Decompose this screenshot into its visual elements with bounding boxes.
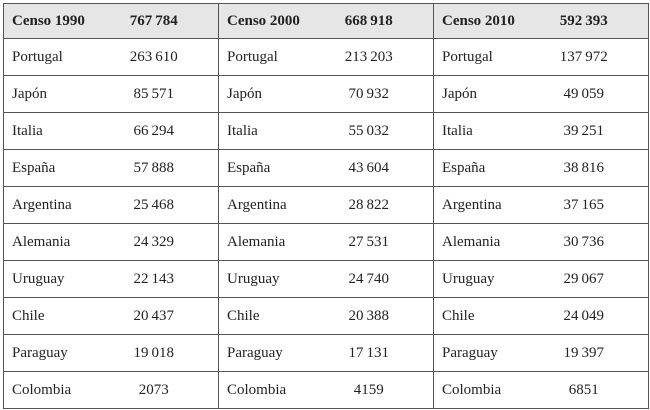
population: 19 397 — [545, 334, 649, 372]
population: 30 736 — [545, 223, 649, 261]
population: 70 932 — [330, 75, 434, 113]
census-title: Censo 2010 — [433, 3, 546, 39]
population: 29 067 — [545, 260, 649, 298]
country: Paraguay — [218, 334, 331, 372]
population: 27 531 — [330, 223, 434, 261]
data-row: Chile 20 437 Chile 20 388 Chile 24 049 — [3, 297, 649, 335]
population: 4159 — [330, 371, 434, 409]
population: 17 131 — [330, 334, 434, 372]
country: Colombia — [433, 371, 546, 409]
country: Uruguay — [3, 260, 116, 298]
population: 43 604 — [330, 149, 434, 187]
population: 37 165 — [545, 186, 649, 224]
country: Japón — [433, 75, 546, 113]
population: 20 437 — [115, 297, 219, 335]
country: Colombia — [218, 371, 331, 409]
population: 24 329 — [115, 223, 219, 261]
data-row: Paraguay 19 018 Paraguay 17 131 Paraguay 19 3… — [3, 334, 649, 372]
population: 263 610 — [115, 38, 219, 76]
country: Argentina — [433, 186, 546, 224]
country: Chile — [433, 297, 546, 335]
country: España — [218, 149, 331, 187]
population: 24 740 — [330, 260, 434, 298]
data-row: Colombia 2073 Colombia 4159 Colombia 6851 — [3, 371, 649, 409]
population: 6851 — [545, 371, 649, 409]
country: Alemania — [218, 223, 331, 261]
population: 38 816 — [545, 149, 649, 187]
census-total: 767 784 — [115, 3, 219, 39]
population: 19 018 — [115, 334, 219, 372]
data-row: Portugal 263 610 Portugal 213 203 Portugal 13… — [3, 38, 649, 76]
data-row: Alemania 24 329 Alemania 27 531 Alemania 30 7… — [3, 223, 649, 261]
data-row: Italia 66 294 Italia 55 032 Italia 39 251 — [3, 112, 649, 150]
country: Japón — [218, 75, 331, 113]
population: 49 059 — [545, 75, 649, 113]
population: 66 294 — [115, 112, 219, 150]
country: Chile — [218, 297, 331, 335]
country: Chile — [3, 297, 116, 335]
country: Italia — [3, 112, 116, 150]
population: 55 032 — [330, 112, 434, 150]
population: 85 571 — [115, 75, 219, 113]
table-body: Censo 1990 767 784 Censo 2000 668 918 Censo … — [3, 3, 649, 409]
country: Portugal — [433, 38, 546, 76]
census-title: Censo 1990 — [3, 3, 116, 39]
country: Japón — [3, 75, 116, 113]
country: Italia — [218, 112, 331, 150]
country: España — [433, 149, 546, 187]
country: Portugal — [3, 38, 116, 76]
data-row: Argentina 25 468 Argentina 28 822 Argentina 3… — [3, 186, 649, 224]
country: España — [3, 149, 116, 187]
census-total: 592 393 — [545, 3, 649, 39]
country: Portugal — [218, 38, 331, 76]
census-total: 668 918 — [330, 3, 434, 39]
country: Uruguay — [433, 260, 546, 298]
census-title: Censo 2000 — [218, 3, 331, 39]
population: 137 972 — [545, 38, 649, 76]
population: 28 822 — [330, 186, 434, 224]
data-row: Uruguay 22 143 Uruguay 24 740 Uruguay 29 067 — [3, 260, 649, 298]
country: Argentina — [218, 186, 331, 224]
country: Italia — [433, 112, 546, 150]
data-row: España 57 888 España 43 604 España 38 816 — [3, 149, 649, 187]
population: 25 468 — [115, 186, 219, 224]
country: Argentina — [3, 186, 116, 224]
population: 20 388 — [330, 297, 434, 335]
country: Colombia — [3, 371, 116, 409]
data-row: Japón 85 571 Japón 70 932 Japón 49 059 — [3, 75, 649, 113]
country: Alemania — [433, 223, 546, 261]
country: Alemania — [3, 223, 116, 261]
population: 213 203 — [330, 38, 434, 76]
country: Paraguay — [3, 334, 116, 372]
population: 57 888 — [115, 149, 219, 187]
header-row: Censo 1990 767 784 Censo 2000 668 918 Censo … — [3, 3, 649, 39]
census-table: Censo 1990 767 784 Censo 2000 668 918 Censo … — [3, 3, 649, 409]
population: 39 251 — [545, 112, 649, 150]
country: Uruguay — [218, 260, 331, 298]
population: 2073 — [115, 371, 219, 409]
country: Paraguay — [433, 334, 546, 372]
population: 22 143 — [115, 260, 219, 298]
population: 24 049 — [545, 297, 649, 335]
